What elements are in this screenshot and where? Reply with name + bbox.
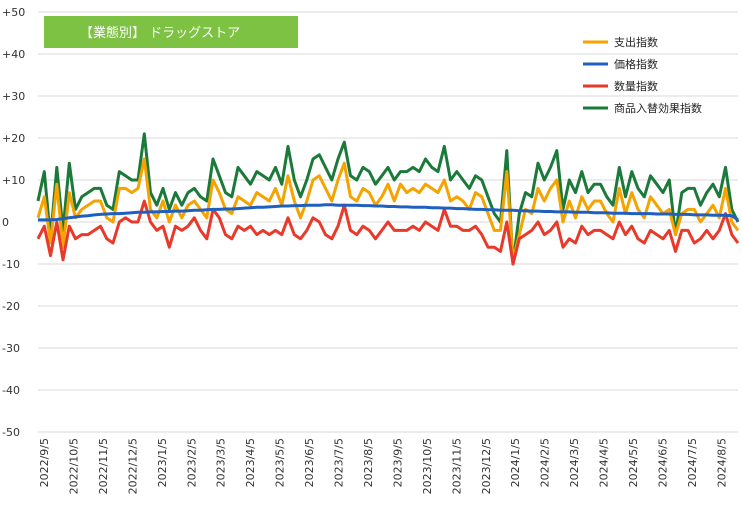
- x-tick-label: 2024/5/5: [627, 438, 640, 487]
- y-tick-label: +20: [2, 132, 25, 145]
- x-tick-label: 2023/9/5: [391, 438, 404, 487]
- y-tick-label: 0: [2, 216, 9, 229]
- x-tick-label: 2024/3/5: [568, 438, 581, 487]
- x-tick-label: 2023/6/5: [303, 438, 316, 487]
- x-tick-label: 2023/7/5: [333, 438, 346, 487]
- x-tick-label: 2023/11/5: [450, 438, 463, 494]
- x-tick-label: 2023/4/5: [244, 438, 257, 487]
- x-tick-label: 2023/1/5: [156, 438, 169, 487]
- chart-title-box: 【業態別】 ドラッグストア: [44, 16, 298, 48]
- y-tick-label: -40: [2, 384, 20, 397]
- y-tick-label: -30: [2, 342, 20, 355]
- series-line: [38, 203, 739, 222]
- y-tick-label: +10: [2, 174, 25, 187]
- x-tick-label: 2024/7/5: [686, 438, 699, 487]
- series-lines: [36, 132, 740, 266]
- x-tick-label: 2024/4/5: [598, 438, 611, 487]
- series-line: [36, 199, 740, 266]
- y-tick-label: -10: [2, 258, 20, 271]
- x-tick-label: 2023/3/5: [215, 438, 228, 487]
- x-tick-label: 2024/1/5: [509, 438, 522, 487]
- chart-title: 【業態別】 ドラッグストア: [80, 25, 240, 41]
- y-axis-ticks: +50 +40 +30 +20 +10 0 -10 -20 -30 -40 -50: [2, 6, 25, 439]
- x-tick-label: 2023/5/5: [274, 438, 287, 487]
- legend-label: 商品入替効果指数: [614, 101, 702, 115]
- x-tick-label: 2024/6/5: [656, 438, 669, 487]
- y-tick-label: -50: [2, 426, 20, 439]
- series-line: [36, 132, 740, 266]
- x-tick-label: 2022/9/5: [38, 438, 51, 487]
- legend-label: 価格指数: [614, 57, 658, 71]
- series-line: [36, 157, 740, 262]
- x-tick-label: 2023/2/5: [185, 438, 198, 487]
- legend-label: 数量指数: [614, 79, 658, 93]
- y-tick-label: +50: [2, 6, 25, 19]
- y-tick-label: +40: [2, 48, 25, 61]
- x-tick-label: 2023/8/5: [362, 438, 375, 487]
- x-tick-label: 2024/2/5: [539, 438, 552, 487]
- x-tick-label: 2022/12/5: [126, 438, 139, 494]
- x-tick-label: 2023/10/5: [421, 438, 434, 494]
- y-tick-label: +30: [2, 90, 25, 103]
- x-tick-label: 2022/10/5: [67, 438, 80, 494]
- x-axis-ticks: 2022/9/5 2022/10/5 2022/11/5 2022/12/5 2023/…: [38, 438, 728, 494]
- x-tick-label: 2022/11/5: [97, 438, 110, 494]
- legend-label: 支出指数: [614, 35, 658, 49]
- x-tick-label: 2023/12/5: [480, 438, 493, 494]
- x-tick-label: 2024/8/5: [715, 438, 728, 487]
- y-tick-label: -20: [2, 300, 20, 313]
